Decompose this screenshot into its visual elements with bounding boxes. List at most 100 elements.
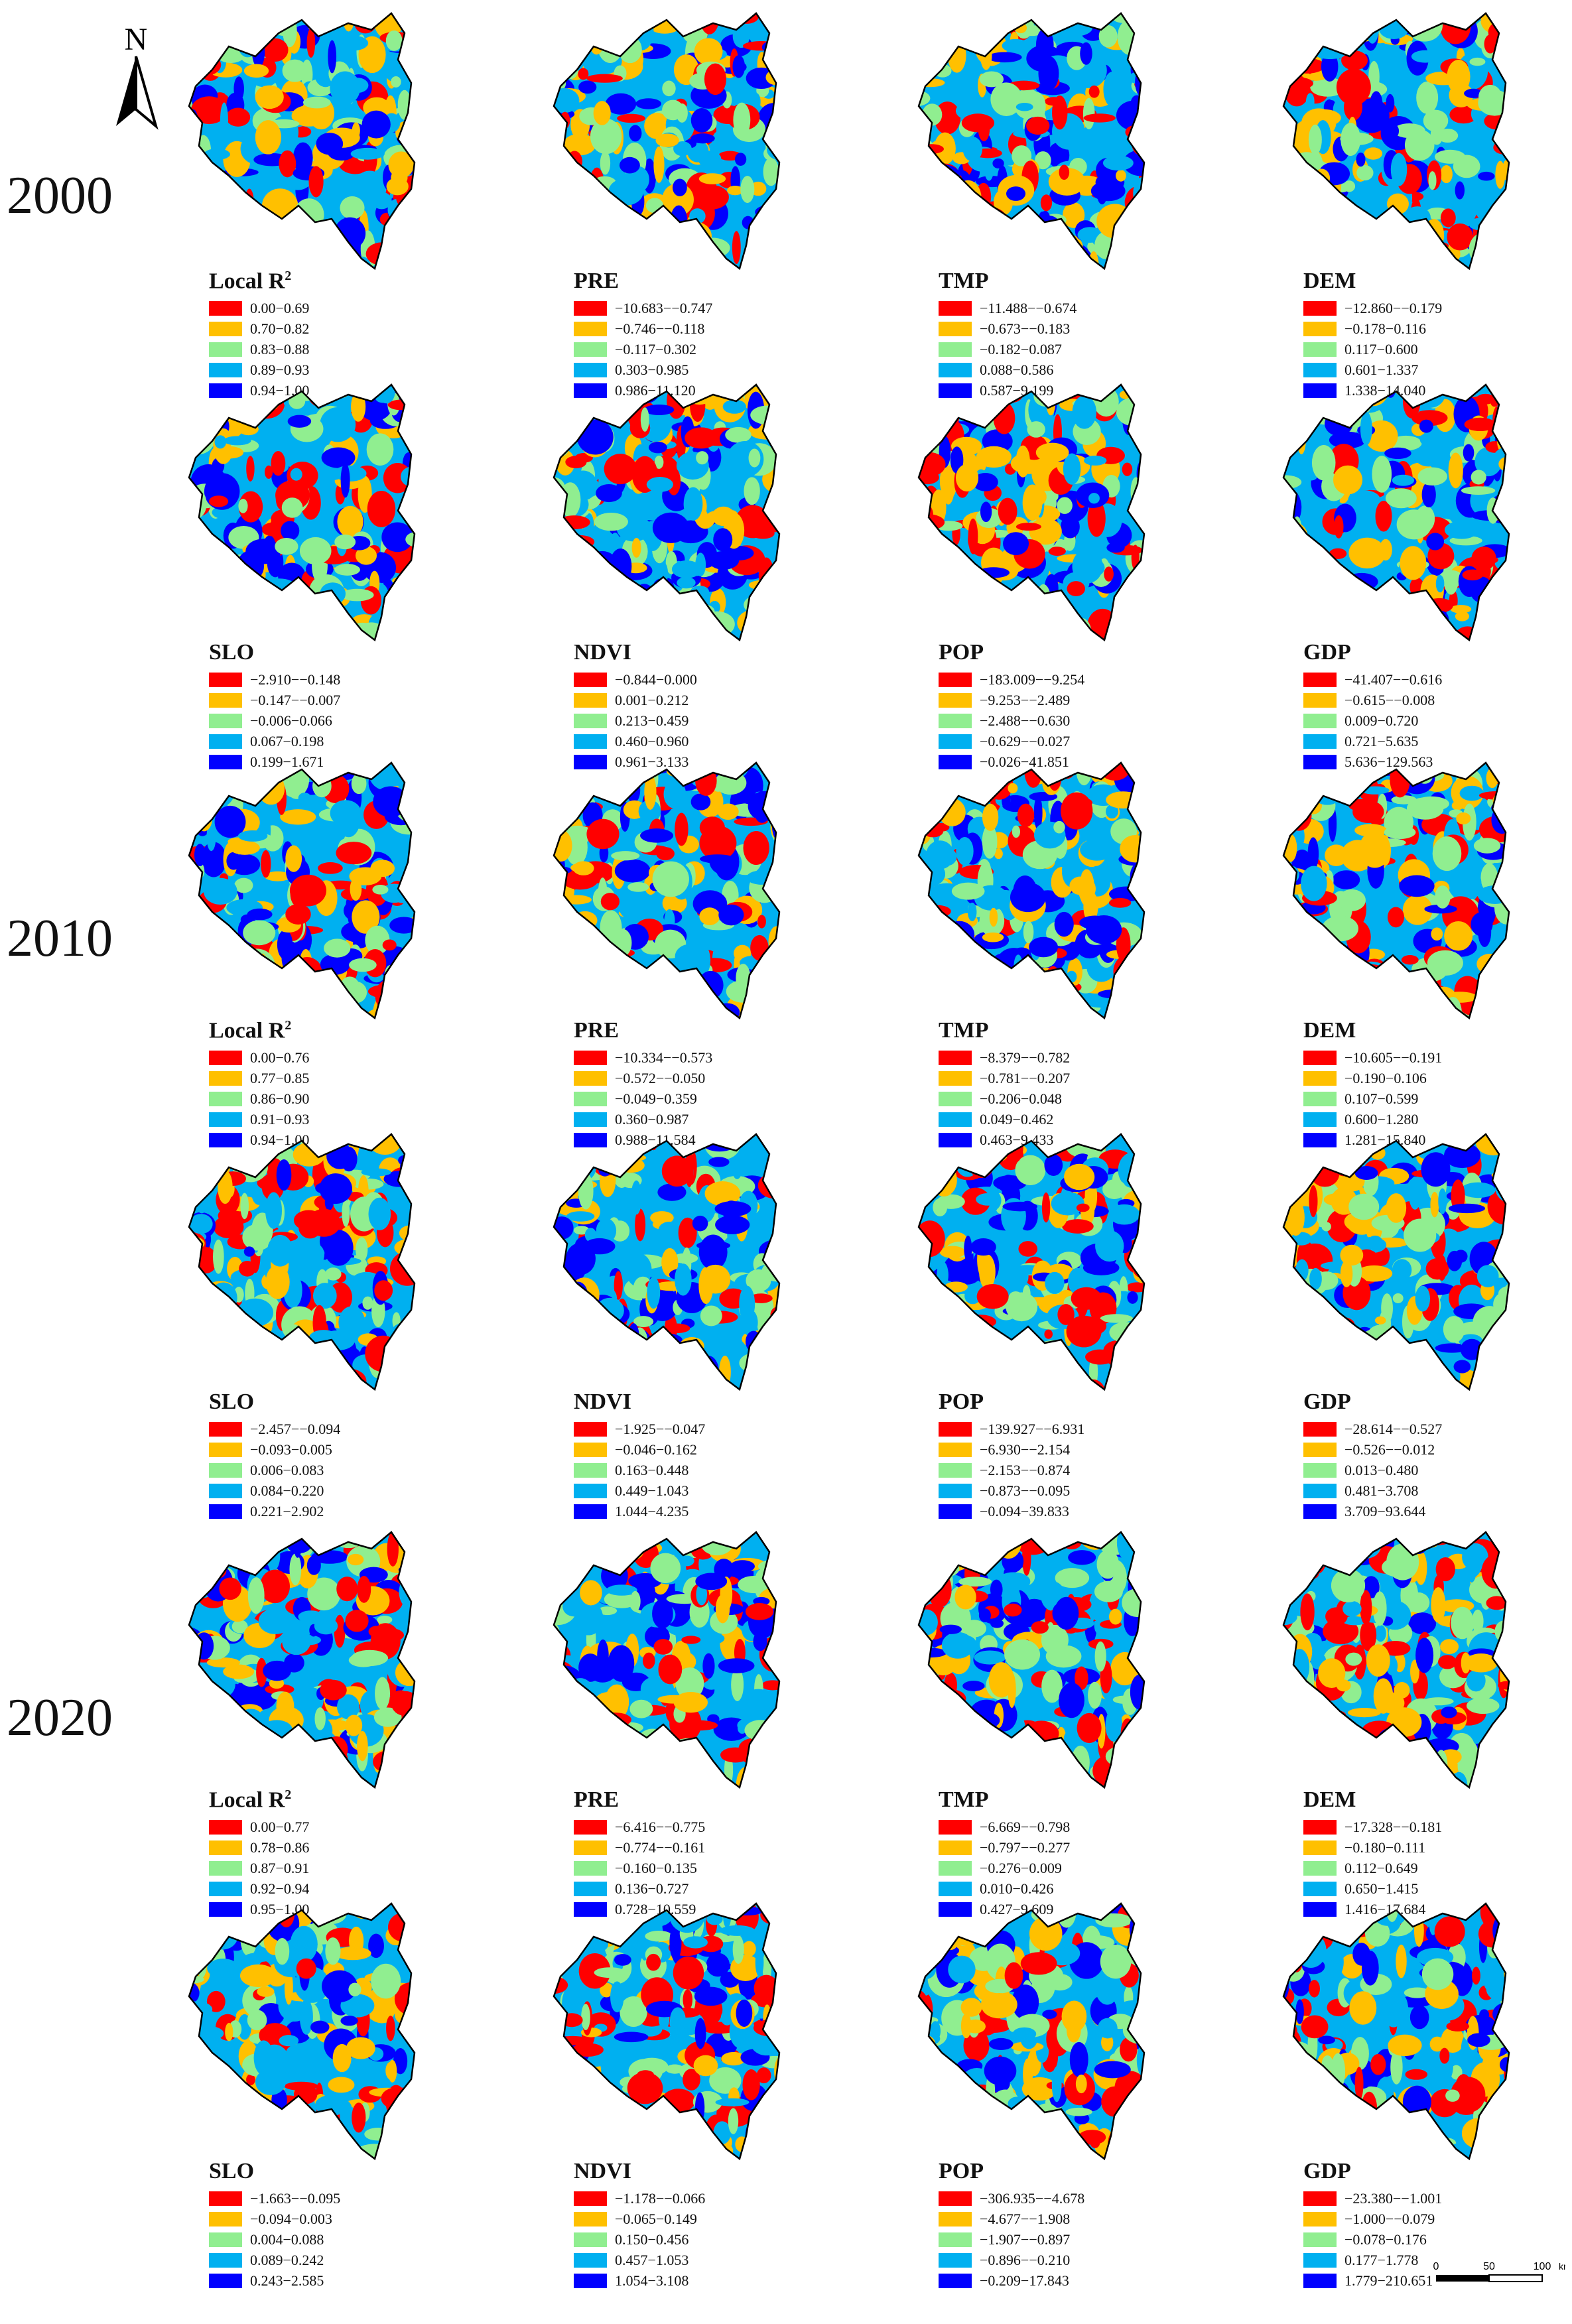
map-cell	[302, 96, 331, 109]
legend-swatch	[1303, 1091, 1337, 1106]
map-cell	[1083, 455, 1107, 466]
region-outline	[1282, 1133, 1510, 1391]
map-cell	[654, 455, 664, 469]
legend-range: −11.488−−0.674	[980, 299, 1077, 316]
legend-item: 0.00−0.69	[209, 298, 474, 318]
legend-range: −10.334−−0.573	[615, 1049, 713, 1066]
map-cell	[681, 385, 694, 395]
map-cell	[937, 943, 953, 966]
map-cell	[926, 840, 954, 870]
map-cell	[1386, 1707, 1422, 1738]
map-cell	[1283, 413, 1292, 440]
map-cell	[757, 915, 766, 929]
legend: NDVI −0.844−0.000 0.001−0.212 0.213−0.459 0.…	[574, 640, 839, 772]
map-cell	[919, 13, 925, 38]
map-cell	[1288, 1736, 1310, 1747]
map-cell	[773, 584, 779, 612]
map-cell	[1061, 515, 1080, 539]
map-cell	[1343, 94, 1362, 121]
map-cell	[970, 1238, 996, 1256]
map-cell	[308, 1770, 326, 1783]
map-cell	[767, 1165, 779, 1191]
map-cell	[596, 1218, 617, 1244]
map-cell	[189, 1148, 214, 1167]
map-cell	[1498, 565, 1509, 592]
map-cell	[189, 1324, 195, 1334]
map-cell	[366, 433, 394, 466]
map-cell	[238, 498, 248, 513]
map-cell	[1447, 60, 1471, 94]
map-cell	[281, 497, 303, 518]
map-cell	[1128, 71, 1144, 85]
map-cell	[1305, 613, 1329, 638]
map-cell	[643, 404, 675, 415]
map-cell	[561, 1282, 583, 1319]
map-cell	[218, 1170, 233, 1204]
legend-item: 0.95−1.00	[209, 1899, 474, 1919]
map-cell	[950, 554, 969, 590]
map-cell	[1014, 954, 1023, 979]
map-cell	[345, 1714, 363, 1736]
legend-range: 0.107−0.599	[1344, 1090, 1419, 1107]
legend-range: −0.526−−0.012	[1344, 1441, 1435, 1458]
map-cell	[1054, 911, 1074, 937]
map-cell	[1496, 1561, 1509, 1584]
map-cell	[1088, 85, 1100, 98]
region-outline	[188, 761, 416, 1020]
map-cell	[692, 1215, 708, 1232]
map-cell	[189, 1175, 212, 1187]
map-cell	[962, 578, 980, 613]
map-cell	[617, 113, 645, 123]
map-cell	[1080, 42, 1092, 65]
map-cell	[619, 157, 640, 174]
map-cell	[1126, 1282, 1144, 1293]
map-cell	[690, 389, 706, 422]
map-cell	[626, 608, 640, 619]
map-cell	[681, 1134, 699, 1157]
map-cell	[919, 540, 937, 578]
map-cell	[554, 192, 575, 220]
map-cell	[282, 978, 303, 1007]
map-cell	[961, 113, 995, 133]
map-cell	[1307, 1547, 1327, 1575]
map-cell	[1118, 597, 1144, 626]
map-cell	[375, 1677, 391, 1711]
map-panel-2020-local-r: Local R2 0.00−0.77 0.78−0.86 0.87−0.91 0.92−…	[119, 1525, 491, 1917]
map-cell	[566, 1211, 595, 1222]
map-cell	[605, 205, 614, 242]
map-cell	[1057, 497, 1073, 514]
legend-range: −8.379−−0.782	[980, 1049, 1071, 1066]
map-cell	[1106, 1348, 1128, 1367]
map-cell	[273, 22, 295, 36]
map-cell	[562, 1768, 578, 1787]
map-cell	[1122, 1330, 1140, 1367]
map-cell	[1388, 1336, 1402, 1359]
map-cell	[614, 1768, 628, 1785]
map-cell	[939, 1197, 953, 1208]
legend-range: −0.117−0.302	[615, 340, 696, 357]
map-cell	[1135, 67, 1144, 97]
legend-range: −2.153−−0.874	[980, 1461, 1071, 1478]
legend-swatch	[939, 1091, 972, 1106]
legend-title: GDP	[1303, 1389, 1351, 1414]
map-cell	[211, 229, 239, 257]
map-cell	[1053, 1754, 1074, 1783]
legend-swatch	[939, 1462, 972, 1478]
map-cell	[263, 237, 289, 264]
map-cell	[578, 1134, 596, 1154]
map-cell	[731, 1668, 744, 1701]
map-cell	[562, 535, 588, 558]
map-cell	[1392, 1293, 1404, 1303]
map-cell	[919, 615, 936, 640]
map-panel-2000-tmp: TMP −11.488−−0.674 −0.673−−0.183 −0.182−0.0…	[849, 7, 1220, 399]
map-cell	[285, 903, 311, 925]
map-cell	[189, 420, 214, 446]
legend-swatch	[1303, 1112, 1337, 1127]
map-cell	[1500, 415, 1509, 446]
map-cell	[1372, 1362, 1395, 1389]
legend-range: −0.049−0.359	[615, 1090, 697, 1107]
map-cell	[1295, 1297, 1304, 1322]
map-cell	[1463, 444, 1474, 462]
map-cell	[772, 1311, 779, 1336]
map-cell	[1333, 944, 1343, 977]
